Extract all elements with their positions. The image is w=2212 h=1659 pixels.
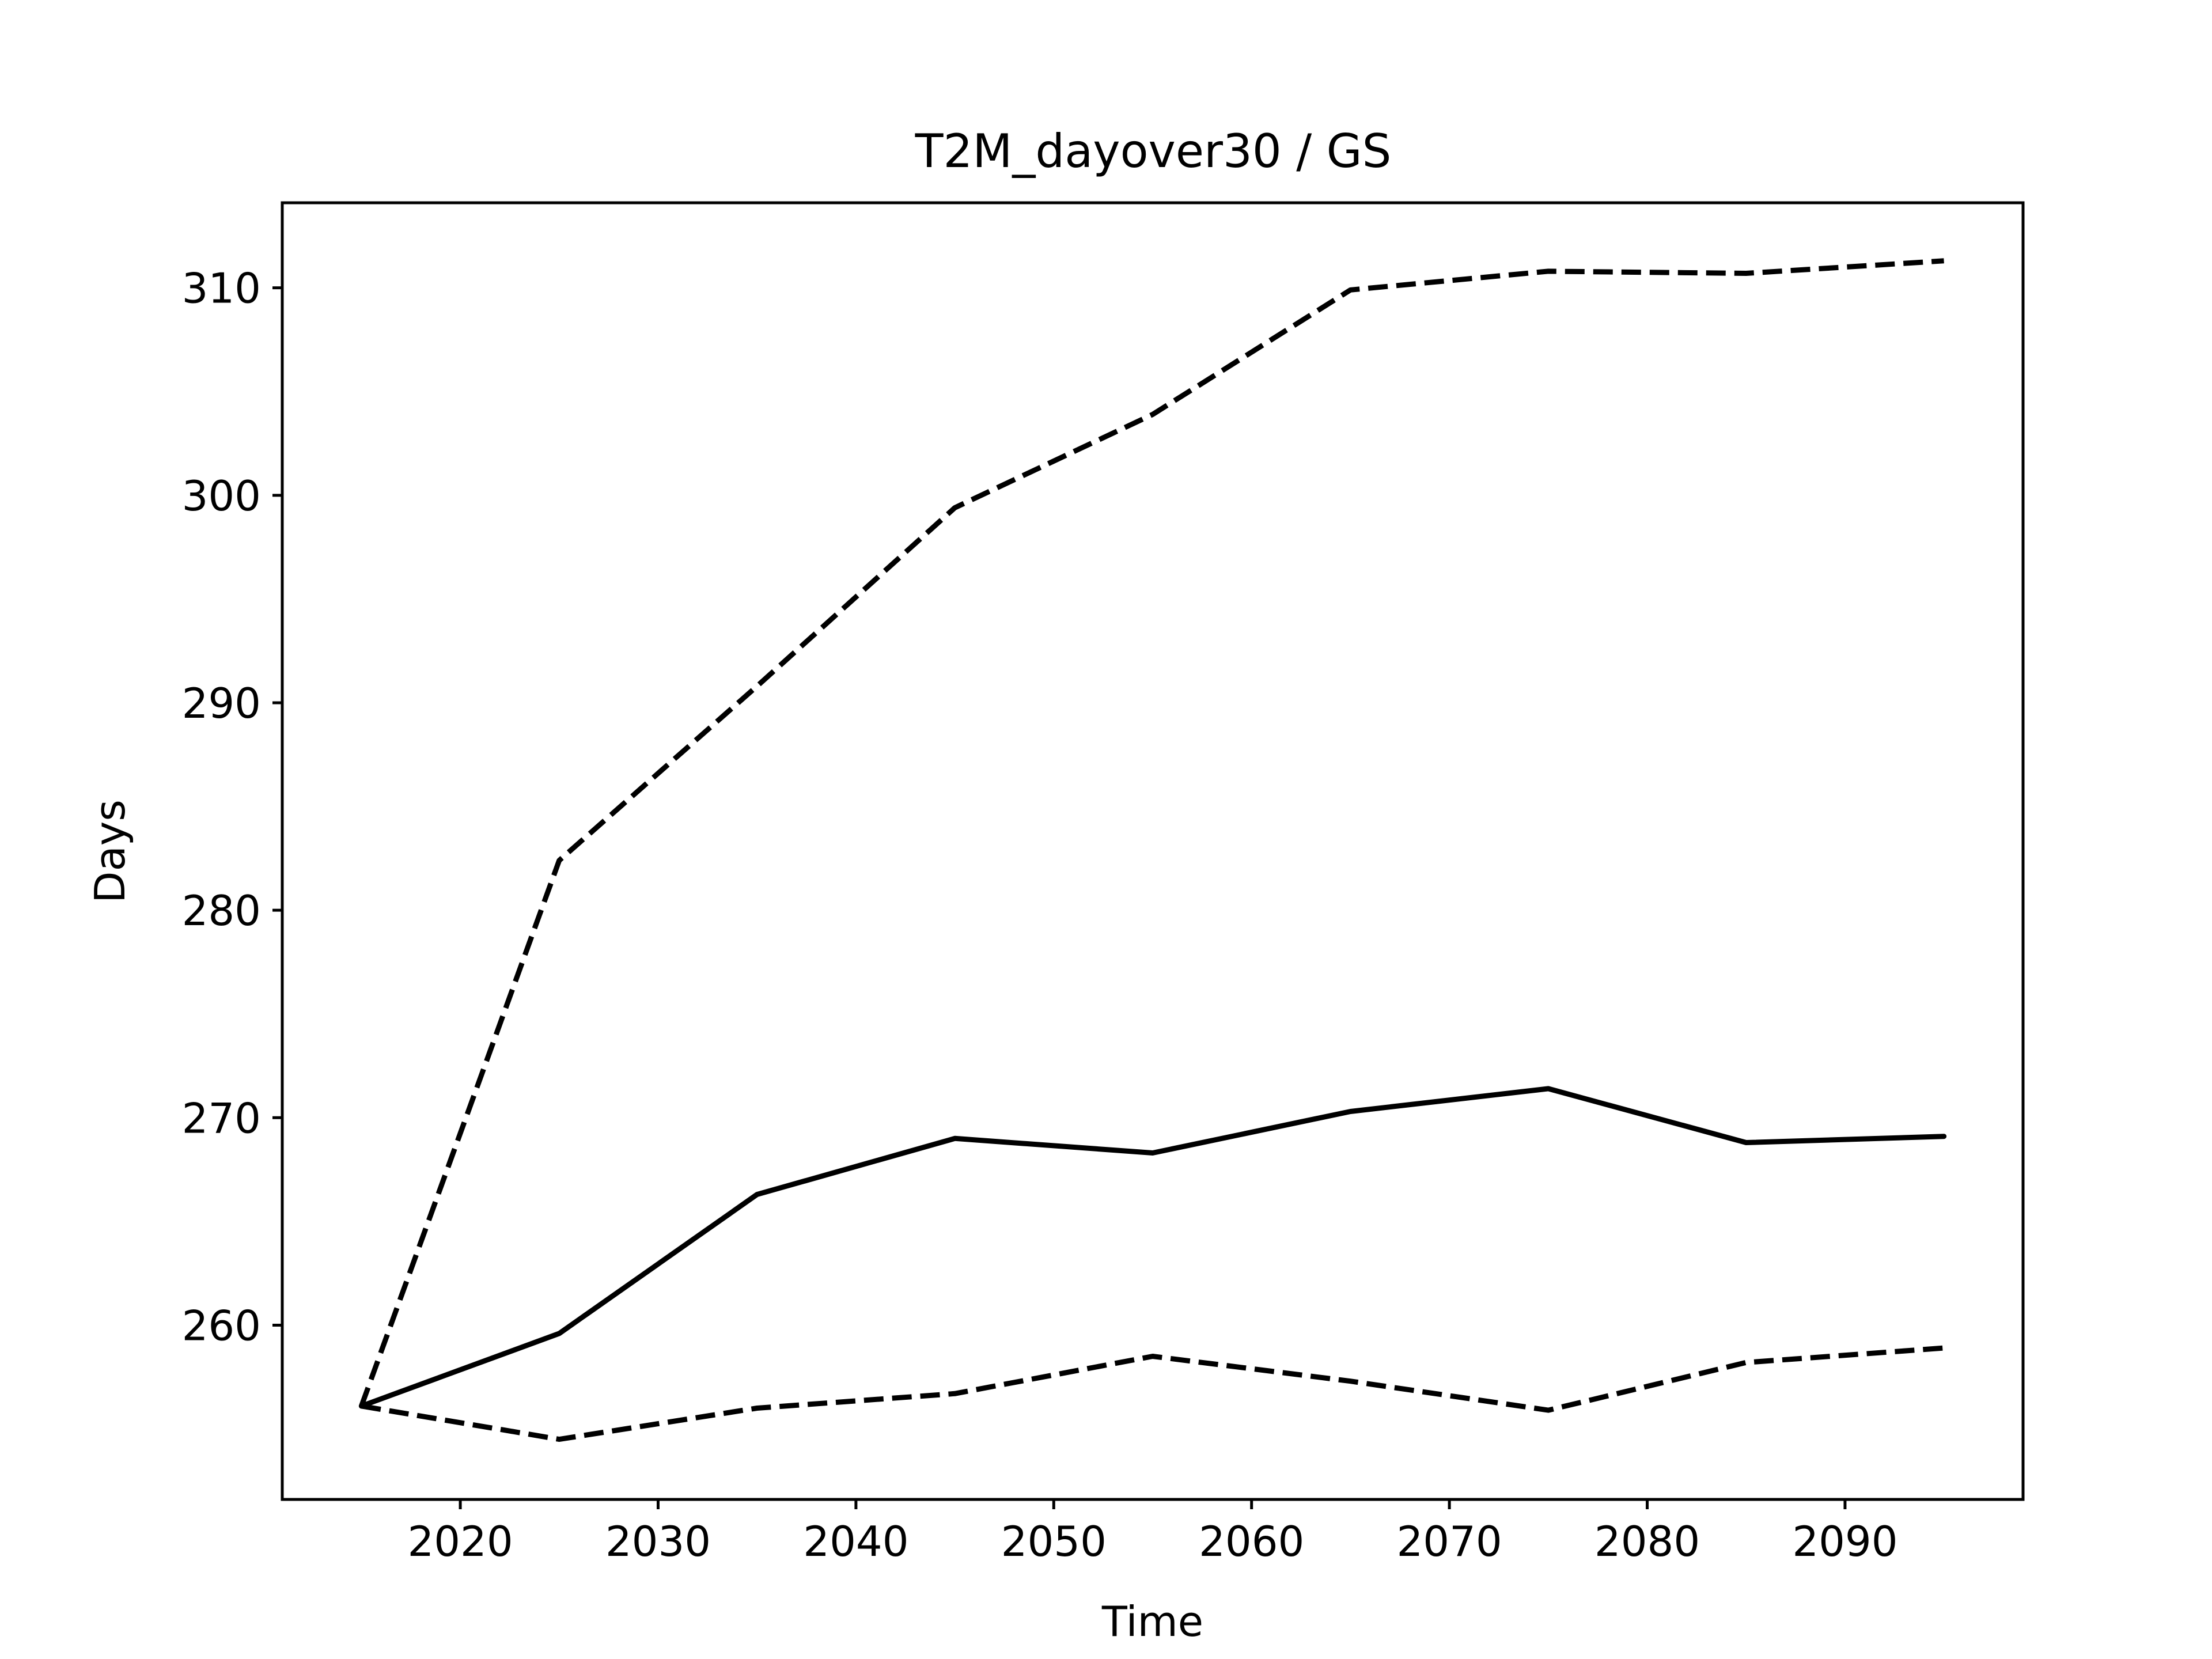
x-tick-label: 2030 <box>605 1517 711 1566</box>
y-tick-label: 290 <box>182 679 261 728</box>
y-tick-label: 310 <box>182 264 261 313</box>
chart-title: T2M_dayover30 / GS <box>915 124 1392 178</box>
x-axis-ticks: 2020 2030 2040 2050 2060 2070 2080 2090 <box>407 1499 1898 1566</box>
x-tick-label: 2050 <box>1001 1517 1107 1566</box>
y-axis-ticks: 260 270 280 290 300 310 <box>182 264 282 1350</box>
series-layer <box>358 258 1947 1442</box>
x-tick-label: 2090 <box>1792 1517 1897 1566</box>
x-tick-label: 2070 <box>1396 1517 1502 1566</box>
series-line-1 <box>359 258 1944 1407</box>
y-tick-label: 300 <box>182 472 261 520</box>
y-tick-label: 260 <box>182 1301 261 1350</box>
series-line-3 <box>361 1345 1944 1442</box>
y-tick-label: 280 <box>182 887 261 935</box>
y-axis-label: Days <box>86 800 134 903</box>
x-axis-label: Time <box>1101 1597 1203 1646</box>
y-tick-label: 270 <box>182 1094 261 1142</box>
series-line-2 <box>358 1086 1947 1409</box>
plot-frame <box>281 201 2025 1501</box>
x-tick-label: 2080 <box>1594 1517 1700 1566</box>
x-tick-label: 2060 <box>1199 1517 1304 1566</box>
x-tick-label: 2020 <box>407 1517 513 1566</box>
x-tick-label: 2040 <box>803 1517 908 1566</box>
